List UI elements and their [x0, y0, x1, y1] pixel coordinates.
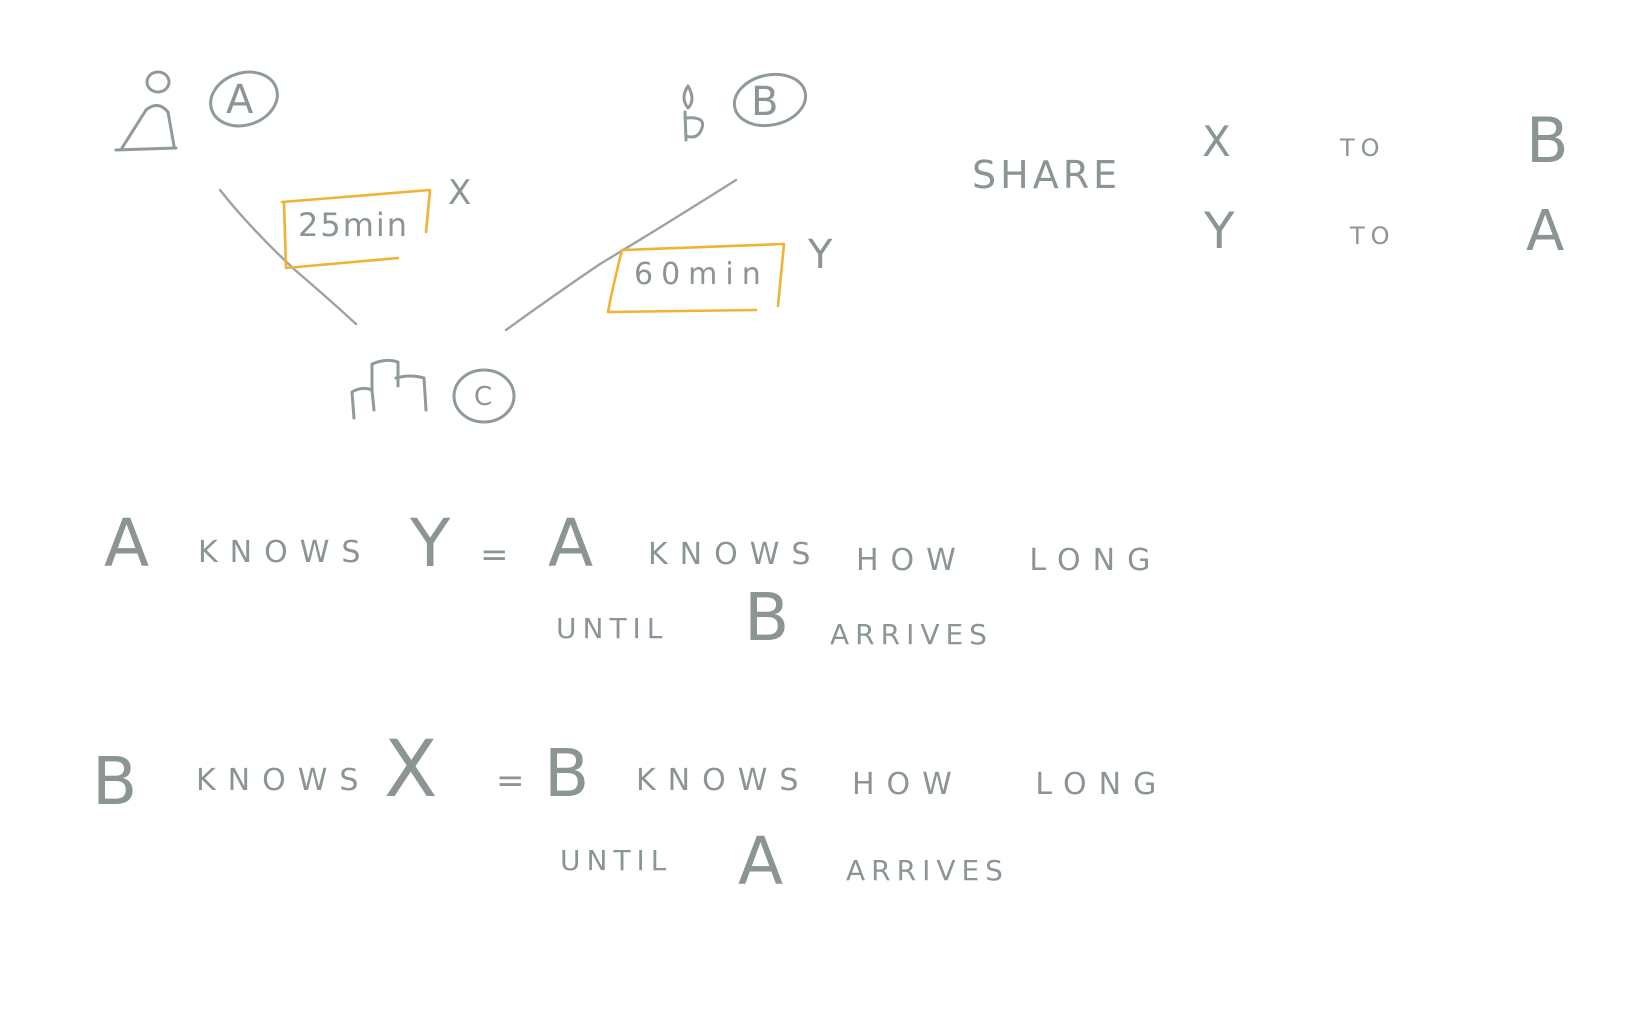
statement: B KNOWS X = B KNOWS HOW LONG UNTIL A ARR… [92, 725, 1168, 900]
share-row-who: B [1526, 104, 1569, 177]
statement-equals: = [480, 535, 509, 575]
share-row: X TO B [1202, 104, 1569, 177]
statement-phrase: HOW LONG [856, 543, 1162, 578]
statement-other: A [738, 823, 783, 900]
share-heading: SHARE [972, 153, 1121, 197]
statement-verb: KNOWS [196, 763, 370, 798]
statement-equals: = [496, 761, 525, 801]
node-b-badge: B [732, 72, 808, 128]
duration-box-y: 60min [606, 242, 786, 314]
edge-a-to-c: 25min X [218, 173, 471, 326]
node-b: B [682, 72, 808, 142]
duration-y-label: 60min [634, 257, 769, 292]
node-c-label: C [474, 382, 492, 412]
share-row-what: Y [1203, 202, 1235, 260]
statement-variable: X [384, 725, 437, 815]
duration-x-label: 25min [298, 206, 409, 244]
edge-b-to-c: 60min Y [504, 178, 833, 332]
share-row-connector: TO [1339, 134, 1386, 162]
statement: A KNOWS Y = A KNOWS HOW LONG UNTIL B ARR… [104, 505, 1162, 656]
share-row: Y TO A [1203, 199, 1564, 264]
share-row-connector: TO [1349, 222, 1396, 250]
statement-verb-2: KNOWS [636, 763, 810, 798]
statement-verb: KNOWS [198, 535, 372, 570]
edge-variable-y: Y [807, 232, 833, 278]
statement-verb-2: KNOWS [648, 537, 822, 572]
share-row-what: X [1202, 117, 1231, 166]
person-icon [114, 70, 178, 152]
statement-subject: A [104, 505, 149, 582]
statement-subject-2: A [548, 505, 593, 582]
node-a-badge: A [209, 70, 279, 128]
node-a: A [114, 70, 279, 152]
node-c: C [350, 358, 516, 424]
building-icon [350, 358, 428, 420]
statement-other: B [744, 579, 789, 656]
statement-until: UNTIL [560, 844, 672, 877]
statement-phrase: HOW LONG [852, 767, 1168, 802]
share-row-who: A [1526, 199, 1564, 264]
edge-variable-x: X [448, 173, 471, 213]
statement-variable: Y [409, 505, 451, 582]
statement-until: UNTIL [556, 612, 668, 645]
node-c-badge: C [452, 368, 516, 424]
statement-subject: B [92, 743, 137, 820]
statement-arrives: ARRIVES [830, 618, 993, 651]
statement-arrives: ARRIVES [846, 854, 1009, 887]
node-a-label: A [226, 77, 254, 123]
statement-subject-2: B [544, 735, 589, 812]
duration-box-x: 25min [280, 188, 432, 270]
node-b-label: B [751, 79, 778, 125]
person-icon [682, 84, 705, 142]
share-block: SHARE X TO B Y TO A [972, 104, 1569, 264]
